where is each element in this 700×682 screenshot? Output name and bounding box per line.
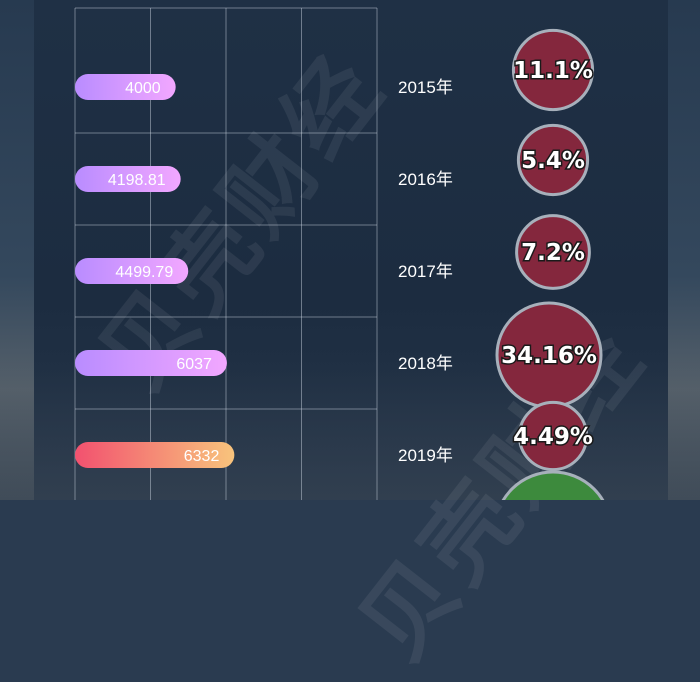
bar-2016年 (75, 166, 181, 192)
growth-bubble (516, 123, 590, 197)
year-label: 2019年 (398, 446, 453, 465)
year-label: 2016年 (398, 170, 453, 189)
bar-value-label: 6037 (176, 356, 212, 373)
growth-rate-label: 34.16% (501, 343, 597, 369)
background-left-strip (0, 0, 34, 500)
bar-value-label: 4499.79 (115, 264, 173, 281)
growth-bubble-partial (501, 470, 605, 500)
year-label: 2018年 (398, 354, 453, 373)
year-label: 2017年 (398, 262, 453, 281)
bars-group: 4000 4198.81 4499.79 6037 6332 (75, 74, 235, 468)
growth-rate-label: 4.49% (513, 424, 593, 450)
bar-2017年 (75, 258, 189, 284)
growth-bubble (511, 28, 595, 112)
growth-bubble (515, 214, 591, 290)
year-label: 2015年 (398, 78, 453, 97)
growth-bubble (517, 400, 589, 472)
bar-2018年 (75, 350, 227, 376)
bar-value-label: 4000 (125, 80, 161, 97)
bar-2019年 (75, 442, 235, 468)
growth-rate-label: 5.4% (521, 148, 585, 174)
bar-value-label: 4198.81 (108, 172, 166, 189)
year-labels-group: 2015年 2016年 2017年 2018年 2019年 (398, 78, 453, 465)
bar-value-label: 6332 (184, 448, 220, 465)
growth-rate-label: 11.1% (513, 58, 593, 84)
growth-rate-label: 7.2% (521, 240, 585, 266)
background-right-strip (668, 0, 700, 500)
bar-2015年 (75, 74, 176, 100)
growth-bubbles-group: 11.1% 5.4% 7.2% 34.16% 4.49% (495, 28, 605, 500)
